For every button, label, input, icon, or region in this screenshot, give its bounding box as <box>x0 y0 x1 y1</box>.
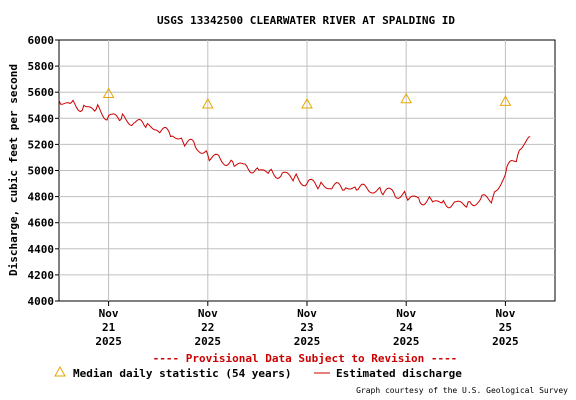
x-tick-label: 2025 <box>195 335 222 348</box>
x-tick-label: 2025 <box>393 335 420 348</box>
discharge-line <box>58 99 531 209</box>
y-tick-label: 4200 <box>28 269 55 282</box>
x-tick-label: 2025 <box>95 335 122 348</box>
y-tick-label: 4400 <box>28 243 55 256</box>
y-tick-label: 5800 <box>28 60 55 73</box>
y-tick-label: 5200 <box>28 138 55 151</box>
y-tick-label: 5000 <box>28 165 55 178</box>
series-layer <box>58 99 531 209</box>
y-axis-label: Discharge, cubic feet per second <box>7 64 20 276</box>
x-axis-ticks: Nov212025Nov222025Nov232025Nov242025Nov2… <box>95 301 519 348</box>
median-point <box>400 92 413 104</box>
x-tick-label: Nov <box>99 307 119 320</box>
y-tick-label: 6000 <box>28 34 55 47</box>
legend-median-marker <box>54 365 66 377</box>
credit-text: Graph courtesy of the U.S. Geological Su… <box>356 386 568 395</box>
y-axis-ticks: 4000 4200 4400 4600 4800 5000 5200 5400 5600 5800… <box>28 34 59 308</box>
x-tick-label: 23 <box>300 321 313 334</box>
x-tick-label: 25 <box>499 321 512 334</box>
x-tick-label: 24 <box>400 321 414 334</box>
median-point <box>201 97 214 109</box>
x-tick-label: 21 <box>102 321 116 334</box>
y-tick-label: 5400 <box>28 112 55 125</box>
y-tick-label: 4800 <box>28 191 55 204</box>
y-tick-label: 4000 <box>28 295 55 308</box>
provisional-notice: ---- Provisional Data Subject to Revisio… <box>153 352 458 365</box>
chart-title: USGS 13342500 CLEARWATER RIVER AT SPALDI… <box>157 14 455 27</box>
x-tick-label: 2025 <box>294 335 321 348</box>
legend: Median daily statistic (54 years) Estima… <box>54 365 462 380</box>
median-point <box>301 97 313 109</box>
y-tick-label: 4600 <box>28 217 55 230</box>
grid-lines <box>59 40 555 301</box>
median-markers <box>102 87 512 109</box>
median-point <box>102 87 115 99</box>
x-tick-label: 2025 <box>492 335 519 348</box>
median-point <box>499 95 512 106</box>
legend-discharge-label: Estimated discharge <box>336 367 462 380</box>
x-tick-label: Nov <box>297 307 317 320</box>
x-tick-label: 22 <box>201 321 214 334</box>
x-tick-label: Nov <box>495 307 515 320</box>
legend-median-label: Median daily statistic (54 years) <box>73 367 292 380</box>
y-tick-label: 5600 <box>28 86 55 99</box>
x-tick-label: Nov <box>198 307 218 320</box>
x-tick-label: Nov <box>396 307 416 320</box>
